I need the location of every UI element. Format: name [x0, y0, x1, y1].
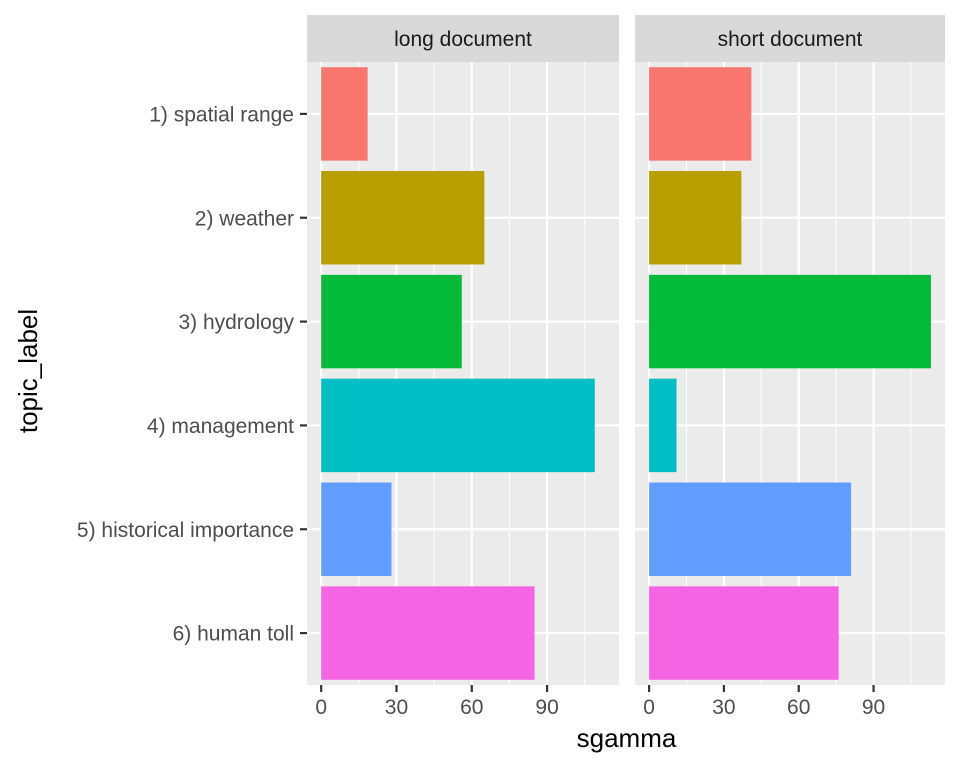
bar-long-document-3-hydrology — [321, 274, 462, 369]
facet-strip-long-document — [307, 15, 619, 62]
facet-label: long document — [394, 28, 532, 51]
facet-panel-long-document: long document 0 30 60 90 — [307, 15, 619, 719]
x-tick-label: 90 — [535, 696, 558, 719]
x-tick-label: 60 — [787, 696, 810, 719]
bar-long-document-2-weather — [321, 171, 485, 265]
facet-label: short document — [718, 28, 863, 51]
bar-short-document-5-historical-importance — [649, 482, 852, 576]
y-tick-label-4-management: 4) management — [147, 415, 294, 438]
y-tick-label-2-weather: 2) weather — [195, 207, 294, 230]
axis-titles: sgamma topic_label — [13, 309, 677, 753]
y-axis: 1) spatial range 2) weather 3) hydrology 4)… — [77, 103, 307, 646]
facet-strip-short-document — [635, 15, 945, 62]
y-tick-label-3-hydrology: 3) hydrology — [178, 311, 294, 334]
x-tick-label: 0 — [643, 696, 655, 719]
bar-long-document-4-management — [321, 378, 595, 473]
y-axis-title: topic_label — [13, 309, 43, 433]
facet-panels: long document 0 30 60 90 short document 0 30 60 9… — [307, 15, 945, 719]
bar-long-document-5-historical-importance — [321, 482, 392, 576]
bar-short-document-3-hydrology — [649, 274, 931, 369]
bar-long-document-1-spatial-range — [321, 67, 368, 161]
x-tick-label: 0 — [315, 696, 327, 719]
x-tick-label: 60 — [460, 696, 483, 719]
x-tick-label: 30 — [385, 696, 408, 719]
y-tick-label-1-spatial-range: 1) spatial range — [149, 103, 294, 126]
bar-short-document-6-human-toll — [649, 586, 839, 680]
y-tick-label-5-historical-importance: 5) historical importance — [77, 519, 294, 542]
x-tick-label: 90 — [862, 696, 885, 719]
x-axis-title: sgamma — [577, 723, 677, 753]
bar-short-document-1-spatial-range — [649, 67, 752, 161]
bar-short-document-4-management — [649, 378, 677, 473]
facet-panel-short-document: short document 0 30 60 90 — [635, 15, 945, 719]
y-tick-label-6-human-toll: 6) human toll — [173, 623, 294, 646]
x-tick-label: 30 — [712, 696, 735, 719]
bar-long-document-6-human-toll — [321, 586, 535, 680]
bar-short-document-2-weather — [649, 171, 742, 265]
